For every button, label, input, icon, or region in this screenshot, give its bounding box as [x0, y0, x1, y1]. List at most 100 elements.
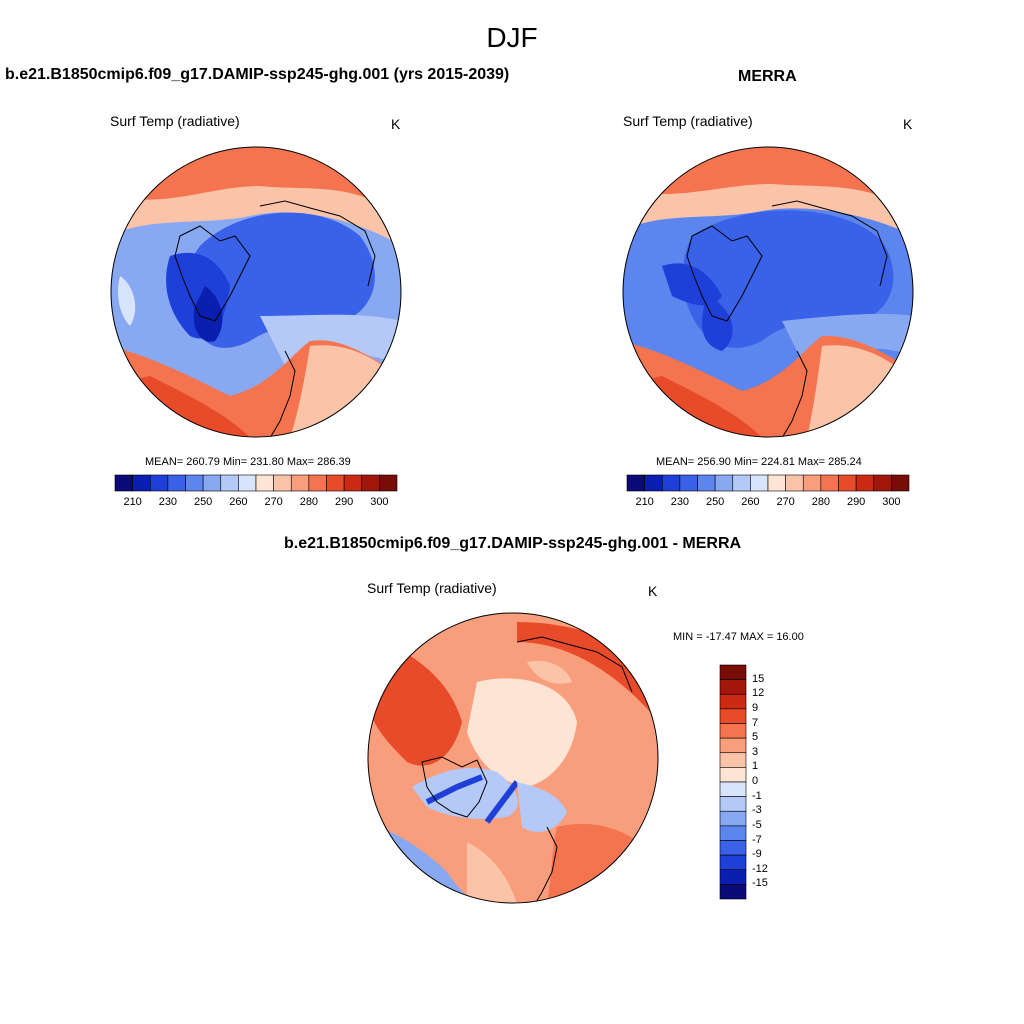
diff-colorbar-box	[719, 708, 747, 724]
model-tick-label: 300	[370, 496, 389, 508]
obs-colorbar-box	[697, 474, 716, 492]
diff-tick-label: -9	[752, 848, 762, 861]
diff-tick-label: 15	[752, 672, 765, 685]
model-colorbar-box	[361, 474, 380, 492]
model-colorbar-box	[238, 474, 257, 492]
obs-colorbar-box	[820, 474, 839, 492]
model-tick-label: 250	[193, 496, 213, 508]
obs-colorbar-box	[785, 474, 804, 492]
diff-stats: MIN = -17.47 MAX = 16.00	[673, 631, 804, 643]
diff-tick-label: -5	[752, 818, 762, 831]
model-variable-label: Surf Temp (radiative)	[110, 113, 240, 129]
model-colorbar-box	[273, 474, 292, 492]
diff-colorbar-box	[719, 679, 747, 695]
obs-colorbar-ticks: 210 230 250 260 270 280 290 300	[627, 496, 909, 510]
model-stats: MEAN= 260.79 Min= 231.80 Max= 286.39	[145, 456, 351, 468]
model-units-label: K	[391, 116, 401, 132]
obs-colorbar-box	[661, 474, 681, 492]
obs-polar-map	[622, 146, 914, 438]
model-colorbar-box	[308, 474, 327, 492]
diff-case-title: b.e21.B1850cmip6.f09_g17.DAMIP-ssp245-gh…	[284, 535, 742, 552]
obs-colorbar-box	[732, 474, 751, 492]
obs-units-label: K	[903, 116, 913, 132]
diff-colorbar-box	[719, 752, 747, 768]
diff-colorbar-box	[719, 796, 747, 812]
diff-colorbar-box	[719, 664, 747, 680]
figure-title: DJF	[486, 22, 538, 53]
obs-tick-label: 260	[741, 496, 760, 508]
diff-tick-label: 7	[752, 716, 759, 729]
obs-case-title: MERRA	[738, 68, 797, 85]
diff-colorbar-box	[719, 767, 747, 783]
obs-colorbar-box	[855, 474, 875, 492]
model-colorbar-box	[167, 474, 186, 492]
diff-tick-label: 9	[752, 701, 759, 714]
model-case-title: b.e21.B1850cmip6.f09_g17.DAMIP-ssp245-gh…	[5, 66, 510, 83]
obs-tick-label: 290	[846, 496, 866, 508]
diff-colorbar-box	[719, 737, 747, 754]
obs-colorbar-box	[891, 474, 910, 492]
diff-tick-label: -1	[752, 789, 762, 802]
obs-tick-label: 250	[705, 496, 725, 508]
diff-polar-map	[367, 612, 659, 904]
diff-colorbar-box	[719, 884, 747, 900]
diff-tick-label: 12	[752, 687, 765, 700]
obs-colorbar-box	[626, 474, 645, 492]
obs-colorbar-box	[679, 474, 698, 492]
diff-colorbar-box	[719, 781, 747, 797]
obs-colorbar-box	[767, 474, 786, 492]
model-colorbar-box	[290, 474, 310, 492]
diff-tick-label: -12	[752, 862, 768, 875]
model-tick-label: 230	[158, 496, 178, 508]
model-colorbar-box	[132, 474, 151, 492]
obs-colorbar-box	[644, 474, 663, 492]
diff-colorbar-box	[719, 825, 747, 841]
diff-tick-label: 5	[752, 731, 759, 744]
obs-colorbar	[626, 474, 910, 492]
diff-tick-label: -3	[752, 804, 762, 817]
obs-colorbar-box	[714, 474, 734, 492]
diff-colorbar-ticks: 15 12 9 7 5 3 1 0 -1 -3 -5 -7 -9 -12 -15	[752, 665, 792, 899]
obs-colorbar-box	[750, 474, 769, 492]
model-colorbar-ticks: 210 230 250 260 270 280 290 300	[115, 496, 397, 510]
obs-colorbar-box	[838, 474, 857, 492]
model-colorbar-box	[149, 474, 169, 492]
obs-tick-label: 300	[882, 496, 901, 508]
diff-colorbar	[719, 664, 747, 900]
model-colorbar-box	[255, 474, 274, 492]
obs-tick-label: 280	[811, 496, 831, 508]
model-tick-label: 270	[264, 496, 283, 508]
diff-tick-label: -15	[752, 877, 768, 890]
diff-tick-label: 1	[752, 760, 759, 773]
model-colorbar	[114, 474, 398, 492]
diff-units-label: K	[648, 583, 658, 599]
diff-colorbar-box	[719, 693, 747, 710]
diff-tick-label: 0	[752, 775, 759, 787]
model-colorbar-box	[379, 474, 398, 492]
model-tick-label: 280	[299, 496, 319, 508]
obs-variable-label: Surf Temp (radiative)	[623, 113, 753, 129]
model-colorbar-box	[326, 474, 345, 492]
model-tick-label: 210	[123, 496, 142, 508]
model-colorbar-box	[220, 474, 239, 492]
model-colorbar-box	[343, 474, 363, 492]
diff-colorbar-box	[719, 869, 747, 885]
model-tick-label: 290	[334, 496, 354, 508]
diff-tick-label: -7	[752, 833, 762, 846]
diff-tick-label: 3	[752, 745, 759, 758]
diff-colorbar-box	[719, 810, 747, 827]
obs-tick-label: 210	[635, 496, 654, 508]
diff-variable-label: Surf Temp (radiative)	[367, 580, 497, 596]
obs-tick-label: 270	[776, 496, 795, 508]
model-polar-map	[110, 146, 402, 438]
diff-colorbar-box	[719, 854, 747, 871]
model-colorbar-box	[114, 474, 133, 492]
diff-colorbar-box	[719, 840, 747, 856]
model-colorbar-box	[202, 474, 222, 492]
obs-stats: MEAN= 256.90 Min= 224.81 Max= 285.24	[656, 456, 862, 468]
obs-tick-label: 230	[670, 496, 690, 508]
diff-colorbar-box	[719, 723, 747, 739]
model-colorbar-box	[185, 474, 204, 492]
obs-colorbar-box	[873, 474, 892, 492]
obs-colorbar-box	[802, 474, 822, 492]
